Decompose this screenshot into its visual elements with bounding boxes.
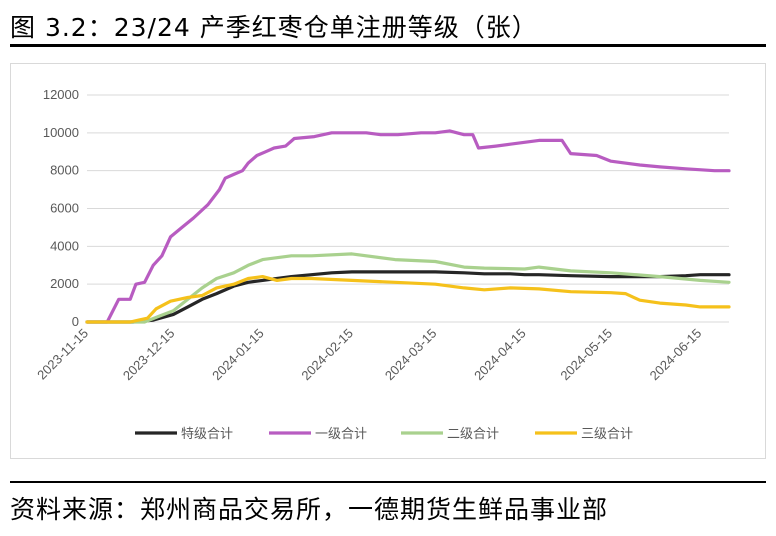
- x-tick-label: 2024-01-15: [209, 326, 267, 384]
- source-rule: [10, 481, 766, 483]
- x-tick-label: 2023-11-15: [34, 326, 91, 383]
- gridlines: [87, 94, 729, 323]
- y-tick-label: 0: [72, 314, 79, 329]
- legend-label-1: 特级合计: [181, 427, 233, 442]
- x-tick-label: 2024-04-15: [471, 326, 529, 384]
- y-tick-label: 4000: [50, 238, 79, 253]
- source-note: 资料来源：郑州商品交易所，一德期货生鲜品事业部: [10, 495, 609, 524]
- y-tick-label: 10000: [43, 125, 79, 140]
- series-line-3: [85, 252, 731, 324]
- y-tick-label: 12000: [43, 87, 79, 102]
- legend-label-2: 一级合计: [315, 427, 367, 442]
- figure-title: 图 3.2：23/24 产季红枣仓单注册等级（张）: [10, 13, 538, 42]
- x-tick-label: 2024-02-15: [298, 326, 356, 384]
- series-line-2: [85, 129, 731, 324]
- chart-frame: 0 2000 4000 6000 8000 10000 12000 2023-11-15 20…: [10, 63, 766, 459]
- series-lines: [85, 129, 731, 324]
- legend-label-4: 三级合计: [581, 427, 633, 442]
- x-tick-label: 2024-03-15: [382, 326, 440, 384]
- x-axis-tick-labels: 2023-11-15 2023-12-15 2024-01-15 2024-02-15…: [34, 326, 704, 384]
- x-tick-label: 2024-06-15: [647, 326, 705, 384]
- legend: 特级合计 一级合计 二级合计 三级合计: [135, 427, 633, 442]
- y-tick-label: 8000: [50, 163, 79, 178]
- title-rule: [10, 44, 766, 47]
- x-tick-label: 2023-12-15: [120, 326, 178, 384]
- x-tick-label: 2024-05-15: [557, 326, 615, 384]
- series-line-1: [85, 270, 731, 324]
- legend-label-3: 二级合计: [447, 427, 499, 442]
- y-axis-tick-labels: 0 2000 4000 6000 8000 10000 12000: [43, 87, 79, 329]
- series-line-4: [85, 275, 731, 324]
- y-tick-label: 2000: [50, 276, 79, 291]
- y-tick-label: 6000: [50, 201, 79, 216]
